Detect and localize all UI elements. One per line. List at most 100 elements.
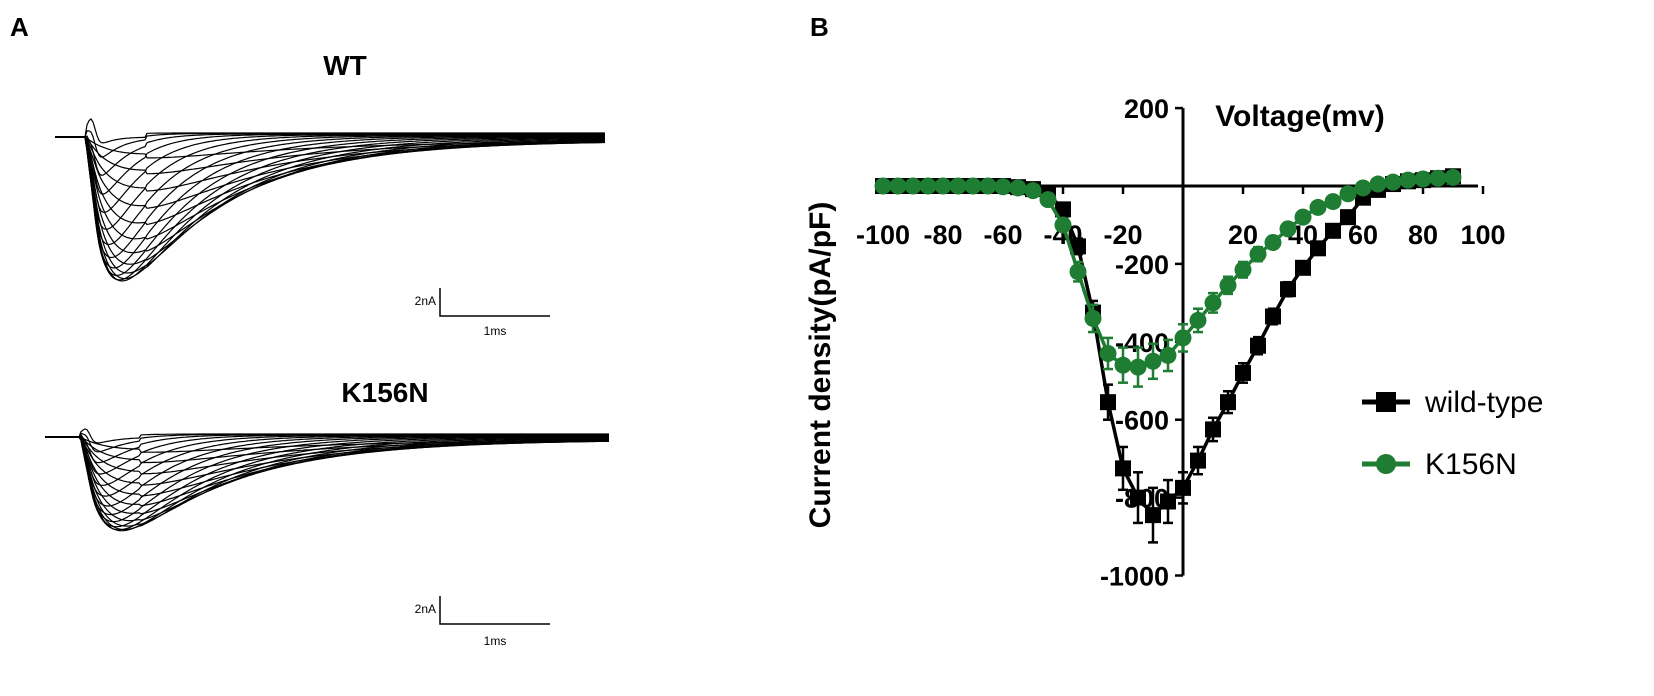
data-point [1325, 222, 1341, 239]
data-point [1054, 216, 1072, 234]
legend-marker-k156n [1376, 454, 1396, 474]
current-trace [55, 136, 606, 254]
data-point [1265, 308, 1281, 325]
wt-trace-family [55, 117, 606, 282]
iv-chart: -100 -80 -60 -40 -20 20 40 60 80 100200-200-400-6… [804, 94, 1543, 591]
legend: wild-type K156N [1362, 386, 1543, 481]
data-point [1024, 182, 1042, 200]
x-tick-label: -80 [923, 220, 962, 250]
current-trace [45, 436, 609, 532]
data-point [1280, 281, 1296, 298]
x-tick-label: -100 [856, 220, 910, 250]
data-point [919, 177, 937, 195]
data-point [1114, 356, 1132, 374]
data-point [1354, 179, 1372, 197]
data-point [1384, 173, 1402, 191]
current-trace [55, 136, 606, 280]
data-point [1159, 346, 1177, 364]
data-point [1039, 191, 1057, 209]
y-tick-label: 200 [1124, 94, 1169, 124]
current-trace [55, 136, 606, 282]
data-point [1429, 169, 1447, 187]
current-trace [45, 436, 609, 497]
data-point [1144, 352, 1162, 370]
iv-chart-ticks: -100 -80 -60 -40 -20 20 40 60 80 100200-200-400-6… [856, 94, 1506, 591]
data-point [1205, 421, 1221, 438]
k156n-scale-current: 2nA [415, 602, 436, 616]
wt-scale-time: 1ms [484, 324, 507, 338]
data-point [1160, 493, 1176, 510]
current-trace [55, 117, 605, 144]
data-point [1444, 168, 1462, 186]
data-point [1189, 311, 1207, 329]
k156n-trace-title: K156N [341, 377, 428, 408]
data-point [1204, 294, 1222, 312]
y-tick-label: -600 [1115, 406, 1169, 436]
wt-scale-bar: 2nA 1ms [415, 288, 550, 338]
current-trace [45, 436, 610, 515]
data-point [1414, 170, 1432, 188]
panel-b-label: B [810, 12, 829, 42]
legend-marker-wild-type [1376, 392, 1396, 412]
x-tick-label: -20 [1103, 220, 1142, 250]
current-trace [55, 136, 605, 277]
data-point [1129, 358, 1147, 376]
data-point [1219, 276, 1237, 294]
data-point [1130, 489, 1146, 506]
y-tick-label: -200 [1115, 250, 1169, 280]
x-tick-label: 80 [1408, 220, 1438, 250]
current-trace [45, 436, 609, 531]
data-point [1175, 479, 1191, 496]
legend-label-k156n: K156N [1425, 448, 1517, 481]
x-tick-label: -60 [983, 220, 1022, 250]
x-axis-title: Voltage(mv) [1215, 100, 1384, 133]
data-point [1220, 394, 1236, 411]
data-point [1250, 337, 1266, 354]
data-point [1115, 460, 1131, 477]
data-point [1234, 261, 1252, 279]
data-point [1099, 344, 1117, 362]
wt-scale-current: 2nA [415, 294, 436, 308]
data-point [1174, 329, 1192, 347]
data-point [889, 177, 907, 195]
y-axis-title: Current density(pA/pF) [804, 202, 837, 529]
k156n-scale-bar: 2nA 1ms [415, 596, 550, 648]
data-point [1264, 233, 1282, 251]
data-point [1249, 245, 1267, 263]
current-trace [45, 428, 609, 444]
data-point [1055, 201, 1071, 218]
panel-a-label: A [10, 12, 29, 42]
data-point [1295, 259, 1311, 276]
current-trace [55, 135, 605, 269]
wt-trace-title: WT [323, 50, 367, 81]
data-point [1324, 193, 1342, 211]
x-tick-label: 20 [1228, 220, 1258, 250]
y-tick-label: -1000 [1100, 562, 1169, 592]
data-point [1294, 208, 1312, 226]
legend-item-wild-type: wild-type [1362, 386, 1543, 419]
legend-label-wild-type: wild-type [1424, 386, 1543, 419]
data-point [1399, 171, 1417, 189]
data-point [1069, 263, 1087, 281]
data-point [1190, 452, 1206, 469]
data-point [1309, 198, 1327, 216]
data-point [1340, 209, 1356, 226]
wt-scale-bar-lines [439, 288, 550, 317]
data-point [904, 177, 922, 195]
current-trace [55, 134, 605, 246]
x-tick-label: 100 [1460, 220, 1505, 250]
k156n-scale-bar-lines [439, 596, 550, 625]
data-point [1009, 179, 1027, 197]
series-k156n [874, 168, 1462, 388]
data-point [1339, 185, 1357, 203]
current-trace [45, 436, 609, 522]
data-point [979, 177, 997, 195]
current-trace [45, 436, 609, 527]
data-point [874, 177, 892, 195]
data-point [1100, 394, 1116, 411]
data-point [1070, 238, 1086, 255]
k156n-scale-time: 1ms [484, 634, 507, 648]
legend-item-k156n: K156N [1362, 448, 1517, 481]
k156n-trace-family [45, 428, 610, 532]
